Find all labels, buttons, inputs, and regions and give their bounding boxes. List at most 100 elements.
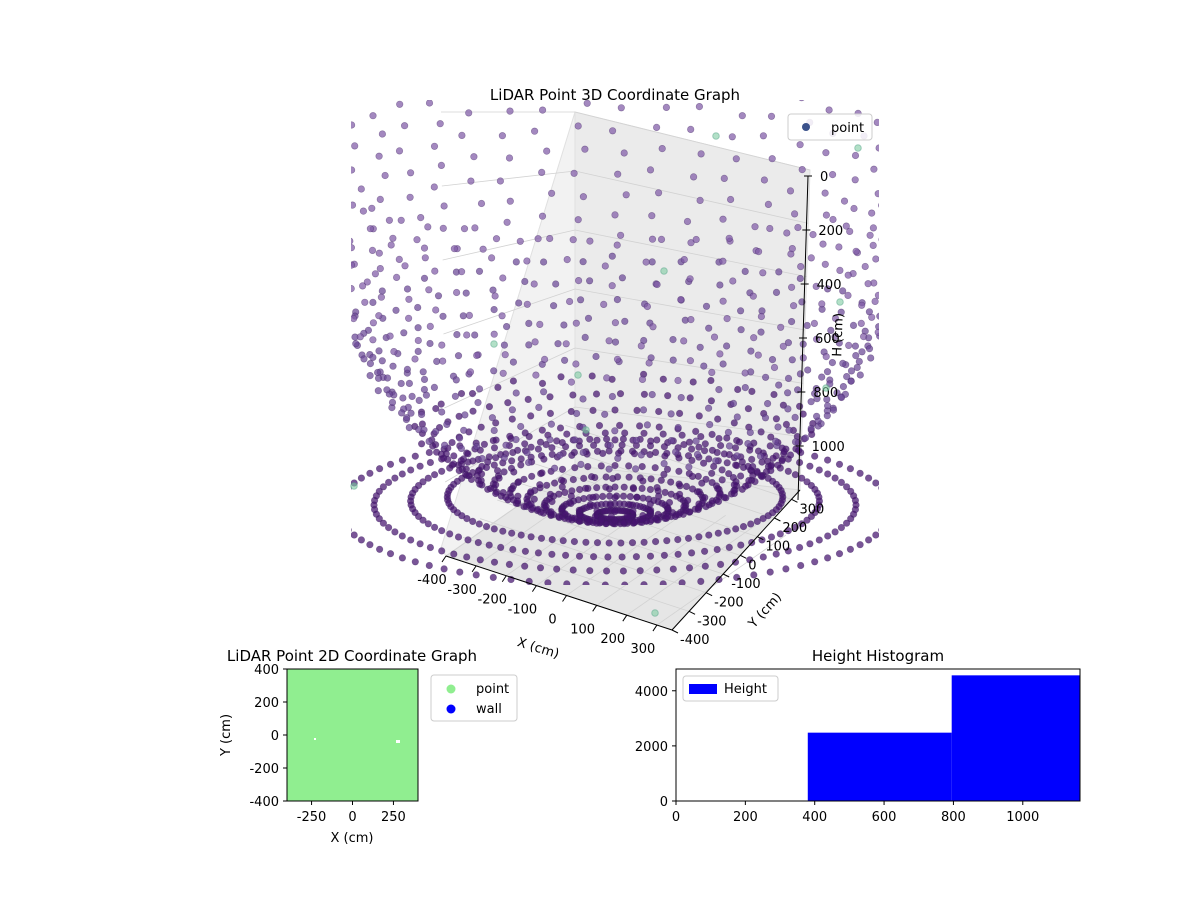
chart-3d-point [737,541,745,549]
chart-3d-point [363,278,371,286]
chart-3d-point [532,371,540,379]
chart-3d-point [911,196,918,203]
chart-3d-point [683,217,692,226]
chart-3d-point [356,333,364,341]
chart-3d-point [422,391,431,399]
chart-3d-point [744,405,753,413]
chart-3d-point [767,533,776,541]
chart-3d-point [680,503,688,511]
chart-3d-point [782,420,791,429]
chart-3d-point [639,511,647,520]
chart-3d-point [309,149,316,156]
chart-3d-point [696,196,704,204]
chart-3d-point [344,321,351,328]
chart-3d-point [669,356,677,364]
chart-3d-point [425,286,433,294]
chart-3d-point [469,407,477,415]
chart-3d-point [593,436,601,444]
chart-3d-point [822,211,831,219]
chart-3d-point [733,413,741,421]
chart-3d-point [844,291,852,300]
chart-3d-outlier-point [712,132,720,140]
chart-3d-point [390,348,398,356]
chart-3d-gridline-z [443,288,576,335]
chart-3d-point [378,130,387,138]
chart-3d-point [759,269,767,277]
chart-3d-point [538,426,546,434]
chart-3d-point [784,547,792,555]
chart-3d-y-tick [791,498,798,503]
chart-3d-point [653,566,661,574]
chart-3d-point [330,127,337,134]
chart-3d-point [835,339,843,347]
chart-3d-point [799,354,807,362]
chart-3d-point [674,535,682,544]
chart-3d-point [770,363,779,372]
chart-3d-point [772,415,781,423]
chart-3d-point [490,461,498,469]
chart-3d-point [845,341,853,350]
chart-3d-point [774,461,782,469]
chart-3d-point [490,525,498,533]
chart-3d-point [677,394,685,402]
chart-3d-point [560,356,569,364]
chart-3d-point [700,447,709,455]
chart-3d-point [391,474,399,482]
chart-2d-legend-marker-point [446,684,456,694]
chart-3d-x-tick [652,624,658,632]
chart-3d-point [613,241,621,249]
chart-3d-point [492,436,500,444]
chart-3d-point [900,220,907,227]
chart-histogram-x-tick-label: 400 [802,810,827,825]
chart-3d-point [605,337,613,345]
chart-3d-point [544,579,552,585]
chart-3d-point [872,531,879,539]
chart-3d-point [910,197,917,204]
chart-3d-point [471,331,479,339]
chart-3d-point [847,377,855,385]
chart-3d-point [374,387,382,395]
chart-3d-point [438,527,446,535]
chart-3d-point [714,485,722,493]
chart-3d-point [646,552,655,560]
chart-3d-point [586,567,594,575]
chart-3d-point [448,438,456,447]
chart-3d-point [783,229,791,237]
chart-3d-point [325,255,332,262]
chart-3d-point [772,550,780,558]
chart-3d-point [741,267,749,276]
chart-3d-point [499,369,507,377]
chart-3d-point [593,507,601,515]
chart-3d-point [543,147,551,155]
chart-3d-point [651,537,660,546]
chart-3d-point [599,492,607,501]
chart-3d-point [779,401,788,409]
chart-3d-point [399,394,407,402]
chart-3d-point [746,428,754,437]
chart-3d-point [569,236,577,244]
chart-3d-point [856,371,864,379]
chart-3d-point [579,395,587,403]
chart-3d-title: LiDAR Point 3D Coordinate Graph [490,86,740,104]
chart-3d-point [490,558,499,566]
chart-3d-point [798,166,806,174]
chart-3d-point [460,426,468,434]
chart-3d-point [486,485,495,493]
chart-3d-y-tick-label: -100 [731,577,761,592]
chart-3d-point [887,495,894,502]
chart-3d-point [499,489,507,497]
chart-3d-point [589,553,598,561]
chart-3d-point [366,469,374,477]
chart-3d-point [308,200,315,207]
chart-3d-point [662,103,671,111]
chart-3d-point [602,473,610,481]
chart-3d-point [904,160,911,167]
chart-3d-point [540,455,548,463]
chart-3d-point [546,409,555,418]
chart-histogram: Height Histogram 0 200 400 600 800 1000 0 2000 4… [635,647,1081,825]
chart-3d-point [803,516,811,524]
chart-3d-point [463,331,471,339]
chart-3d-point [376,195,384,203]
chart-3d-point [821,189,829,197]
chart-histogram-x-tick-label: 1000 [1006,810,1039,825]
